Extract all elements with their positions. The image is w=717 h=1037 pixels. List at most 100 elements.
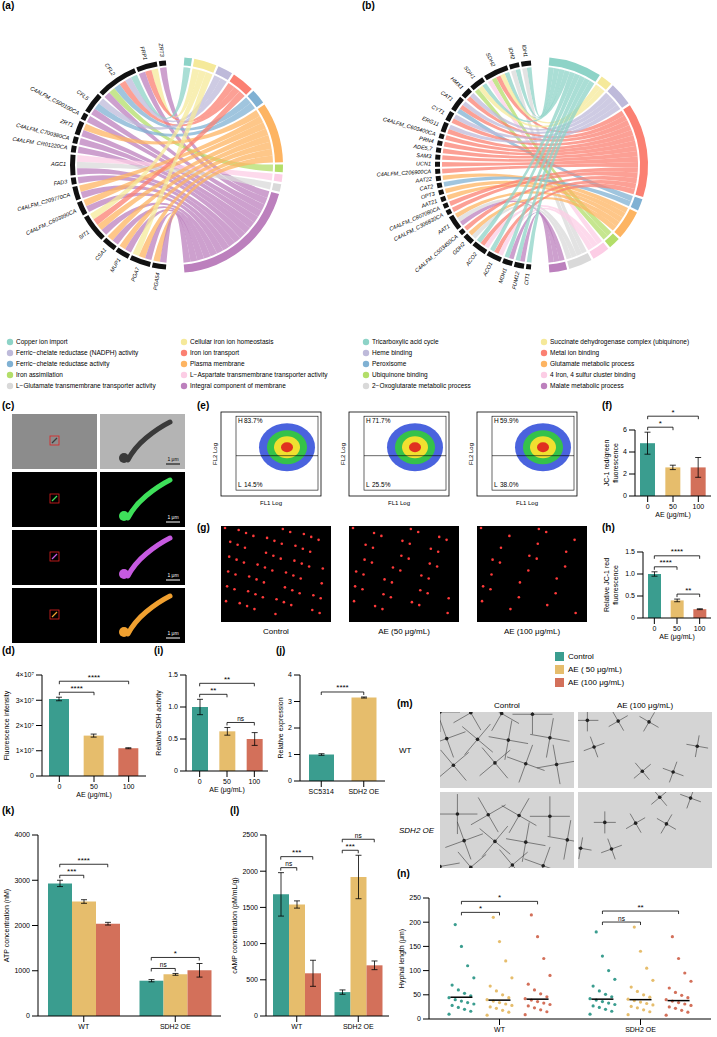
svg-text:71.7%: 71.7%	[372, 417, 391, 424]
svg-text:***: ***	[346, 842, 355, 851]
svg-text:Relative SDH activity: Relative SDH activity	[155, 690, 163, 756]
svg-text:SDH2 OE: SDH2 OE	[160, 1023, 191, 1030]
svg-text:L−Aspartate transmembrane tran: L−Aspartate transmembrane transporter ac…	[190, 371, 328, 379]
svg-text:WT: WT	[494, 1026, 506, 1033]
svg-text:0: 0	[631, 614, 635, 621]
svg-text:Malate metabolic process: Malate metabolic process	[550, 382, 624, 390]
svg-text:AE (50 μg/mL): AE (50 μg/mL)	[378, 627, 430, 636]
svg-text:WT: WT	[291, 1023, 303, 1030]
svg-text:Hyphal length (μm): Hyphal length (μm)	[398, 929, 406, 988]
svg-text:Iron ion transport: Iron ion transport	[190, 349, 239, 357]
svg-text:200: 200	[409, 919, 421, 926]
svg-text:Peroxisome: Peroxisome	[372, 360, 407, 367]
svg-text:3000: 3000	[14, 877, 30, 884]
svg-text:L: L	[238, 481, 242, 488]
svg-text:Ubiquinone binding: Ubiquinone binding	[372, 371, 428, 379]
svg-text:ACO2: ACO2	[464, 251, 478, 267]
svg-text:1 μm: 1 μm	[167, 630, 178, 636]
svg-text:59.9%: 59.9%	[500, 417, 519, 424]
svg-text:SC5314: SC5314	[309, 788, 334, 795]
svg-text:1.0: 1.0	[625, 570, 635, 577]
svg-text:Relative expression: Relative expression	[277, 697, 285, 758]
svg-text:Plasma membrane: Plasma membrane	[190, 360, 245, 367]
svg-text:Cellular iron ion homeostasis: Cellular iron ion homeostasis	[190, 338, 274, 345]
svg-text:GDH2: GDH2	[451, 241, 466, 256]
svg-text:0: 0	[646, 503, 650, 510]
svg-text:Ferric−chelate reductase (NADP: Ferric−chelate reductase (NADPH) activit…	[16, 349, 139, 357]
svg-text:0: 0	[26, 1012, 30, 1019]
svg-text:Heme binding: Heme binding	[372, 349, 412, 357]
svg-text:50: 50	[413, 991, 421, 998]
svg-text:38.0%: 38.0%	[500, 481, 519, 488]
svg-text:***: ***	[67, 867, 76, 876]
svg-text:C4ALFM_CR01220CA: C4ALFM_CR01220CA	[12, 136, 68, 151]
svg-text:1.5: 1.5	[625, 548, 635, 555]
svg-text:****: ****	[88, 673, 100, 682]
svg-text:CSA1: CSA1	[94, 247, 108, 262]
svg-text:1: 1	[288, 751, 292, 758]
svg-text:150: 150	[409, 943, 421, 950]
svg-text:0: 0	[254, 1012, 258, 1019]
svg-text:50: 50	[673, 625, 681, 632]
svg-text:1 μm: 1 μm	[167, 514, 178, 520]
svg-text:100: 100	[248, 778, 260, 785]
svg-text:Copper ion import: Copper ion import	[16, 338, 68, 346]
svg-text:HMX1: HMX1	[450, 75, 465, 90]
svg-text:0.5: 0.5	[625, 592, 635, 599]
svg-text:**: **	[224, 675, 230, 684]
svg-text:****: ****	[659, 558, 671, 567]
svg-text:L: L	[494, 481, 498, 488]
svg-text:SDH2: SDH2	[485, 52, 497, 68]
svg-text:0: 0	[288, 777, 292, 784]
svg-text:CYT1: CYT1	[430, 104, 445, 116]
svg-text:C4ALFM_C306830CA: C4ALFM_C306830CA	[393, 212, 445, 243]
svg-text:C4ALFM_C209770CA: C4ALFM_C209770CA	[17, 191, 72, 212]
svg-text:AE (μg/mL): AE (μg/mL)	[659, 633, 695, 641]
svg-text:0: 0	[57, 783, 61, 790]
svg-text:C4ALFM_C500100CA: C4ALFM_C500100CA	[29, 85, 80, 116]
svg-text:0: 0	[30, 772, 34, 779]
svg-text:CFL2: CFL2	[104, 62, 117, 76]
svg-text:25.5%: 25.5%	[372, 481, 391, 488]
svg-text:SDH2 OE: SDH2 OE	[625, 1026, 656, 1033]
svg-text:FRP1: FRP1	[139, 46, 149, 61]
svg-text:IDH1: IDH1	[521, 44, 529, 57]
svg-text:CIT1: CIT1	[523, 273, 530, 286]
svg-text:50: 50	[669, 503, 677, 510]
svg-text:FL1 Log: FL1 Log	[388, 500, 410, 506]
svg-text:Control: Control	[494, 701, 520, 710]
svg-text:L−Glutamate transmembrane tran: L−Glutamate transmembrane transporter ac…	[16, 382, 156, 390]
svg-text:H: H	[238, 417, 243, 424]
svg-text:Iron assimilation: Iron assimilation	[16, 371, 63, 378]
svg-text:ACO1: ACO1	[481, 261, 493, 278]
svg-text:SDH2 OE: SDH2 OE	[348, 788, 379, 795]
svg-text:PGA54: PGA54	[152, 272, 161, 290]
svg-text:Fluorescence intensity: Fluorescence intensity	[3, 690, 11, 760]
svg-text:fluorescence: fluorescence	[612, 443, 619, 483]
svg-text:2: 2	[623, 470, 627, 477]
svg-text:SAM3: SAM3	[416, 152, 432, 159]
svg-text:FL2 Log: FL2 Log	[340, 443, 346, 465]
svg-text:*: *	[174, 949, 177, 958]
svg-text:ns: ns	[237, 715, 245, 722]
svg-text:AE (100 μg/mL): AE (100 μg/mL)	[617, 701, 674, 710]
svg-text:Ferric−chelate reductase activ: Ferric−chelate reductase activity	[16, 360, 110, 368]
svg-text:0: 0	[623, 492, 627, 499]
svg-text:250: 250	[409, 894, 421, 901]
svg-text:SDH2 OE: SDH2 OE	[343, 1023, 374, 1030]
svg-text:****: ****	[671, 547, 683, 556]
svg-text:FL1 Log: FL1 Log	[260, 500, 282, 506]
svg-text:2000: 2000	[242, 868, 258, 875]
svg-text:2000: 2000	[14, 922, 30, 929]
svg-text:100: 100	[692, 503, 704, 510]
svg-text:2−Oxoglutarate metabolic proce: 2−Oxoglutarate metabolic process	[372, 382, 472, 390]
svg-text:4: 4	[623, 448, 627, 455]
svg-text:ZRT1: ZRT1	[59, 117, 75, 128]
svg-text:Metal ion binding: Metal ion binding	[550, 349, 600, 357]
svg-text:50: 50	[90, 783, 98, 790]
svg-text:Succinate dehydrogenase comple: Succinate dehydrogenase complex (ubiquin…	[550, 338, 689, 346]
svg-text:50: 50	[223, 778, 231, 785]
svg-text:*: *	[498, 893, 501, 902]
svg-text:**: **	[685, 586, 691, 595]
svg-text:0: 0	[652, 625, 656, 632]
